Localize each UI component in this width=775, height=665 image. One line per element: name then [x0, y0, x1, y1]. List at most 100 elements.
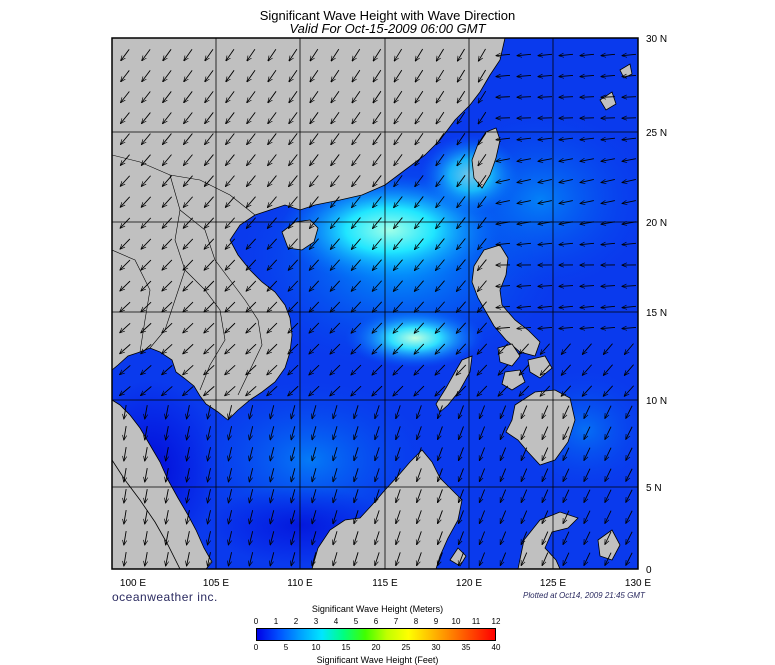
- wave-arrow: [601, 54, 616, 55]
- colorbar-tick-label: 11: [471, 617, 481, 626]
- colorbar-tick-label: 0: [253, 617, 259, 626]
- wave-arrow: [538, 327, 553, 328]
- colorbar-tick-label: 25: [401, 643, 411, 652]
- wave-arrow: [373, 48, 382, 61]
- wave-arrow: [436, 217, 445, 228]
- wave-arrow: [310, 48, 319, 61]
- lon-label: 115 E: [372, 578, 398, 589]
- wave-arrow: [331, 133, 340, 144]
- wave-arrow: [288, 301, 299, 312]
- wave-arrow: [309, 238, 319, 250]
- wave-arrow: [228, 447, 233, 461]
- wave-arrow: [517, 54, 532, 55]
- wave-arrow: [393, 259, 403, 271]
- wave-arrow: [438, 426, 443, 439]
- wave-arrow: [396, 531, 401, 544]
- wave-arrow: [563, 405, 570, 419]
- wave-arrow: [415, 238, 424, 250]
- wave-arrow: [373, 217, 382, 229]
- wave-arrow: [478, 259, 487, 271]
- wave-arrow: [458, 468, 464, 481]
- wave-arrow: [457, 132, 466, 145]
- wave-arrow: [542, 468, 549, 482]
- wave-arrow: [354, 552, 359, 565]
- lat-label: 30 N: [646, 34, 667, 45]
- wave-arrow: [477, 364, 488, 375]
- wave-arrow: [496, 54, 511, 55]
- wave-arrow: [124, 531, 126, 545]
- wave-arrow: [145, 510, 147, 524]
- wave-arrow: [333, 531, 338, 544]
- wave-arrow: [479, 489, 486, 502]
- wave-arrow: [496, 201, 510, 204]
- wave-arrow: [142, 133, 151, 145]
- wave-arrow: [396, 405, 401, 418]
- wave-arrow: [438, 405, 443, 418]
- wave-arrow: [141, 343, 152, 353]
- wave-arrow: [291, 405, 296, 419]
- wave-arrow: [457, 90, 466, 103]
- wave-arrow: [436, 259, 445, 271]
- wave-arrow: [393, 280, 403, 292]
- wave-arrow: [312, 552, 317, 565]
- wave-arrow: [436, 132, 445, 145]
- wave-arrow: [477, 322, 487, 333]
- wave-arrow: [208, 510, 211, 524]
- wave-arrow: [354, 405, 359, 418]
- lat-label: 25 N: [646, 128, 667, 139]
- wave-arrow: [542, 405, 549, 419]
- wave-arrow: [538, 159, 552, 162]
- wave-arrow: [354, 426, 359, 439]
- wave-arrow: [121, 133, 130, 145]
- wave-arrow: [208, 426, 211, 440]
- wave-arrow: [312, 468, 317, 481]
- wave-arrow: [584, 531, 591, 545]
- wave-arrow: [605, 426, 612, 440]
- wave-arrow: [500, 489, 507, 503]
- wave-arrow: [542, 531, 549, 545]
- wave-arrow: [496, 327, 511, 328]
- wave-arrow: [375, 447, 380, 460]
- wave-arrow: [394, 175, 403, 186]
- wave-height-map: 100 E 105 E 110 E 115 E 120 E 125 E 130 …: [111, 34, 667, 589]
- wave-arrow: [162, 365, 173, 374]
- wave-arrow: [414, 280, 424, 292]
- wave-arrow: [166, 552, 169, 566]
- wave-arrow: [456, 385, 467, 396]
- wave-arrow: [375, 489, 380, 502]
- wave-arrow: [496, 138, 511, 140]
- wave-arrow: [333, 447, 338, 460]
- wave-arrow: [559, 286, 574, 287]
- wave-arrow: [162, 343, 173, 353]
- wave-arrow: [521, 510, 528, 524]
- wave-arrow: [141, 301, 152, 312]
- wave-arrow: [394, 69, 403, 82]
- wave-arrow: [521, 426, 528, 440]
- wave-arrow: [225, 259, 236, 270]
- wave-arrow: [352, 196, 361, 208]
- wave-arrow: [394, 111, 403, 124]
- colorbar-feet-ticks: 0 5 10 15 20 25 30 35 40: [254, 643, 501, 653]
- wave-arrow: [498, 385, 509, 396]
- wave-arrow: [580, 138, 595, 140]
- wave-arrow: [561, 343, 571, 355]
- wave-arrow: [246, 322, 257, 333]
- wave-arrow: [435, 280, 445, 292]
- wave-arrow: [417, 405, 422, 418]
- wave-arrow: [352, 175, 361, 186]
- wave-arrow: [582, 385, 593, 396]
- wave-arrow: [246, 259, 257, 270]
- wave-arrow: [267, 238, 277, 249]
- wave-arrow: [478, 238, 487, 249]
- wave-arrow: [249, 510, 254, 524]
- wave-arrow: [542, 489, 549, 503]
- wave-arrow: [436, 238, 445, 250]
- wave-arrow: [187, 405, 190, 419]
- wave-arrow: [270, 552, 275, 566]
- wave-arrow: [517, 243, 532, 244]
- wave-arrow: [559, 54, 574, 55]
- wave-arrow: [145, 405, 147, 419]
- wave-arrow: [141, 365, 152, 374]
- wave-arrow: [456, 364, 467, 375]
- wave-arrow: [500, 510, 507, 524]
